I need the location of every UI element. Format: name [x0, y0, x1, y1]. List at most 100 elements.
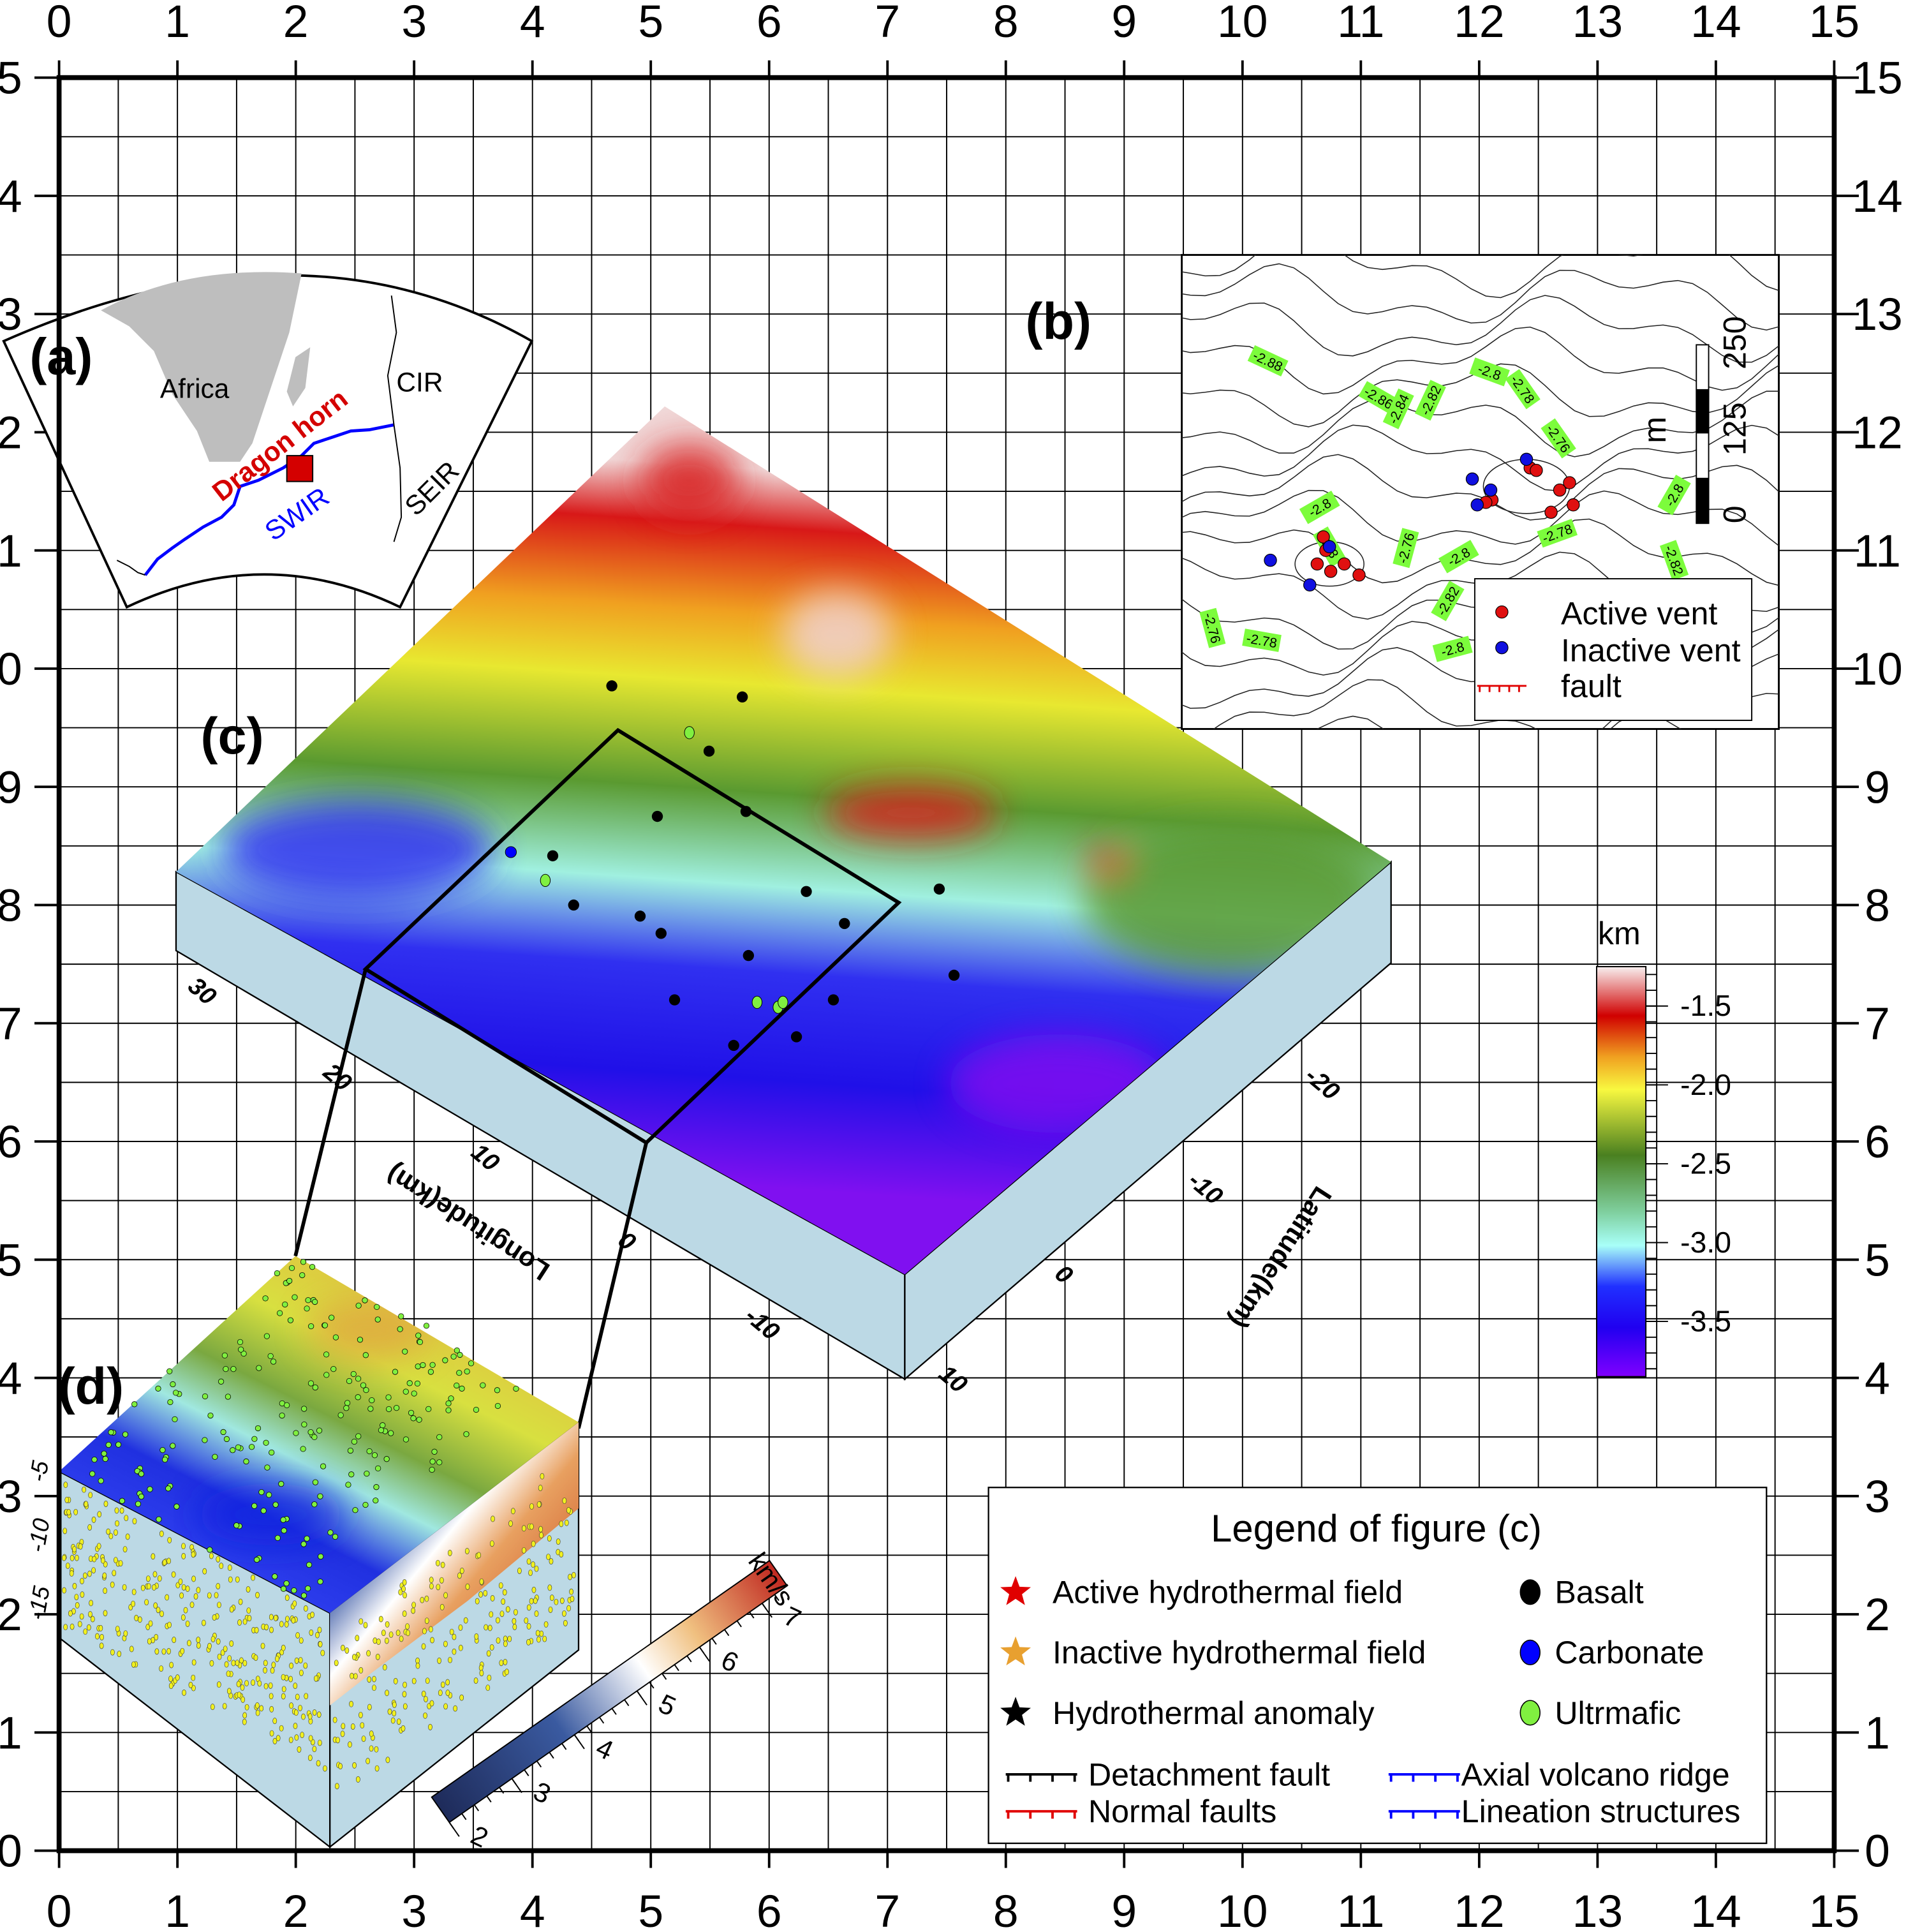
earthquake-marker-section: [257, 1680, 262, 1687]
fault-line-icon: [1388, 1772, 1460, 1782]
earthquake-marker-section: [110, 1581, 115, 1588]
earthquake-marker-section: [222, 1703, 227, 1709]
earthquake-marker-section: [312, 1746, 317, 1753]
right-tick-label: 8: [1865, 881, 1890, 932]
earthquake-marker-section: [238, 1598, 243, 1605]
swir-ridge-line: [144, 423, 395, 576]
fault-symbol: [1477, 685, 1526, 692]
earthquake-marker-section: [531, 1540, 536, 1547]
earthquake-marker-section: [191, 1659, 196, 1666]
earthquake-marker-surface: [431, 1448, 438, 1455]
earthquake-marker-section: [428, 1723, 432, 1730]
earthquake-marker-section: [459, 1567, 464, 1574]
earthquake-marker-section: [114, 1557, 118, 1564]
top-tick-label: 6: [757, 0, 782, 47]
earthquake-marker-surface: [235, 1444, 242, 1450]
earthquake-marker-section: [381, 1630, 386, 1637]
earthquake-marker-section: [360, 1722, 365, 1729]
earthquake-marker-surface: [304, 1305, 310, 1312]
earthquake-marker-surface: [202, 1393, 209, 1400]
earthquake-marker-surface: [91, 1457, 98, 1463]
earthquake-marker-section: [559, 1597, 565, 1604]
contour-label-bg: [1469, 357, 1510, 387]
earthquake-marker-section: [332, 1716, 337, 1723]
earthquake-marker-section: [458, 1644, 463, 1651]
longitude-tick-label: 30: [183, 972, 222, 1011]
earthquake-marker-section: [191, 1575, 196, 1582]
earthquake-marker-section: [285, 1594, 290, 1601]
earthquake-marker-section: [498, 1582, 503, 1589]
velocity-colorbar-gradient: [431, 1559, 788, 1824]
earthquake-marker-section: [156, 1607, 161, 1614]
earthquake-marker-section: [138, 1616, 142, 1623]
earthquake-marker-section: [443, 1703, 448, 1710]
earthquake-marker-section: [526, 1638, 531, 1646]
earthquake-marker-section: [159, 1610, 164, 1617]
velocity-minor-tick: [549, 1751, 554, 1759]
earthquake-marker-section: [281, 1644, 286, 1651]
earthquake-marker-surface: [316, 1427, 323, 1434]
velocity-major-tick: [448, 1822, 460, 1837]
earthquake-marker-section: [402, 1579, 407, 1586]
bottom-tick-label: 15: [1809, 1886, 1859, 1932]
contour-label-bg: [1438, 540, 1479, 574]
earthquake-marker-section: [323, 1765, 327, 1772]
earthquake-marker-surface: [445, 1400, 452, 1407]
earthquake-marker-section: [478, 1665, 484, 1671]
depth-tick-label: -10: [23, 1516, 55, 1554]
earthquake-marker-section: [214, 1592, 219, 1599]
earthquake-marker-section: [361, 1735, 366, 1743]
earthquake-marker-section: [131, 1600, 135, 1607]
contour-label-bg: [1657, 475, 1691, 516]
earthquake-marker-section: [369, 1745, 374, 1752]
earthquake-marker-section: [392, 1710, 397, 1717]
fault-line-icon: [1005, 1772, 1077, 1782]
earthquake-marker-section: [443, 1592, 448, 1599]
earthquake-marker-section: [73, 1508, 78, 1515]
earthquake-marker-section: [531, 1561, 535, 1568]
earthquake-marker-surface: [427, 1369, 434, 1375]
earthquake-marker-section: [272, 1718, 277, 1725]
earthquake-marker-section: [216, 1583, 221, 1589]
earthquake-marker-surface: [223, 1436, 230, 1443]
earthquake-marker-section: [70, 1623, 75, 1630]
contour-label-bg: [1537, 519, 1578, 548]
earthquake-marker-surface: [307, 1380, 314, 1386]
top-tick-label: 9: [1111, 0, 1137, 47]
basalt-sample-marker: [669, 994, 681, 1006]
earthquake-marker-section: [303, 1605, 308, 1612]
earthquake-marker-section: [191, 1551, 196, 1558]
earthquake-marker-section: [310, 1611, 314, 1618]
earthquake-marker-section: [125, 1533, 130, 1540]
earthquake-marker-section: [209, 1660, 214, 1667]
earthquake-marker-section: [463, 1617, 468, 1624]
active-vent-label: Active vent: [1561, 595, 1717, 631]
colorbar-tick-label: -3.0: [1680, 1226, 1731, 1259]
earthquake-marker-section: [122, 1584, 127, 1591]
earthquake-marker-section: [539, 1532, 543, 1539]
earthquake-marker-section: [187, 1640, 191, 1647]
earthquake-marker-surface: [464, 1368, 470, 1375]
legend-item: Inactive hydrothermal field: [1000, 1635, 1426, 1670]
earthquake-marker-section: [447, 1550, 452, 1556]
d-bathymetry-surface: [59, 1256, 579, 1614]
latitude-tick-label: 0: [1050, 1260, 1078, 1289]
earthquake-marker-section: [315, 1631, 320, 1638]
earthquake-marker-section: [185, 1586, 190, 1593]
earthquake-marker-section: [259, 1705, 264, 1712]
earthquake-marker-section: [348, 1741, 352, 1748]
earthquake-marker-surface: [397, 1326, 403, 1332]
earthquake-marker-section: [559, 1520, 564, 1527]
earthquake-marker-surface: [282, 1301, 288, 1308]
panel-b-label: (b): [1026, 293, 1092, 350]
earthquake-marker-surface: [322, 1322, 329, 1328]
earthquake-marker-section: [385, 1690, 389, 1697]
basalt-sample-marker: [651, 810, 663, 822]
earthquake-marker-section: [191, 1674, 196, 1681]
earthquake-marker-surface: [166, 1368, 173, 1374]
earthquake-marker-section: [122, 1546, 128, 1553]
bottom-tick-label: 4: [520, 1886, 545, 1932]
legend-line-item: Axial volcano ridge: [1388, 1757, 1730, 1792]
earthquake-marker-section: [452, 1648, 457, 1655]
earthquake-marker-section: [65, 1563, 70, 1569]
